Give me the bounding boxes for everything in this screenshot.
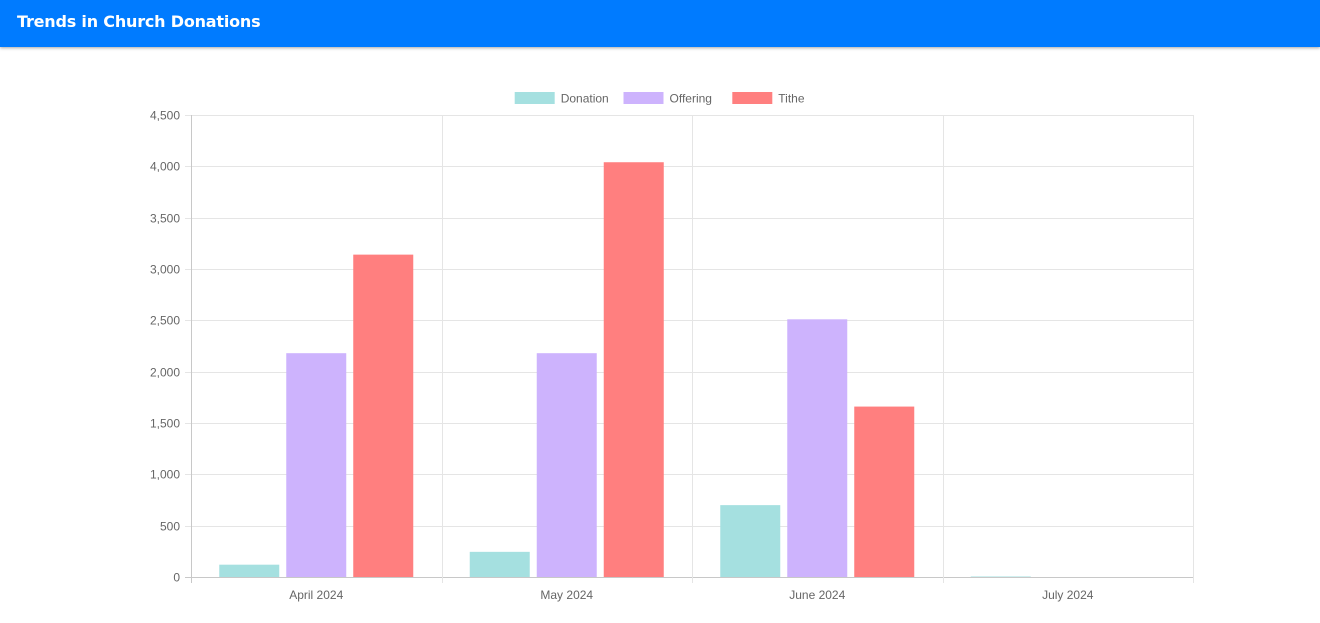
- bar-offering-1: [536, 353, 597, 577]
- x-tick-label: April 2024: [289, 588, 343, 602]
- bar-donation-2: [720, 505, 781, 577]
- y-tick-label: 1,000: [150, 468, 180, 482]
- legend-label-donation: Donation: [561, 92, 609, 106]
- legend-swatch-tithe: [732, 92, 773, 104]
- x-tick-label: June 2024: [789, 588, 845, 602]
- legend-label-offering: Offering: [670, 92, 712, 106]
- bar-tithe-1: [603, 162, 664, 577]
- x-tick-label: May 2024: [540, 588, 593, 602]
- y-tick-label: 500: [160, 520, 180, 534]
- legend-label-tithe: Tithe: [778, 92, 805, 106]
- y-tick-label: 0: [173, 571, 180, 585]
- chart-container: 0 500 1,000 1,500 2,000 2,500 3,000 3,500 4,000 4…: [0, 47, 1320, 618]
- bar-donation-0: [219, 564, 280, 577]
- bar-tithe-0: [353, 254, 414, 578]
- x-tick-label: July 2024: [1042, 588, 1094, 602]
- bar-offering-2: [787, 319, 848, 577]
- y-tick-label: 2,000: [150, 366, 180, 380]
- page-header: Trends in Church Donations: [0, 0, 1320, 47]
- bar-chart: 0 500 1,000 1,500 2,000 2,500 3,000 3,500 4,000 4…: [150, 92, 1194, 602]
- y-tick-label: 3,000: [150, 263, 180, 277]
- bar-offering-0: [286, 353, 347, 577]
- y-tick-label: 2,500: [150, 314, 180, 328]
- y-tick-label: 1,500: [150, 417, 180, 431]
- legend-swatch-donation: [514, 92, 555, 104]
- page-title: Trends in Church Donations: [17, 12, 261, 31]
- bar-tithe-2: [854, 406, 915, 577]
- legend-swatch-offering: [623, 92, 664, 104]
- bar-donation-1: [469, 551, 530, 577]
- bar-donation-3: [970, 576, 1031, 577]
- y-tick-label: 3,500: [150, 212, 180, 226]
- y-tick-label: 4,000: [150, 160, 180, 174]
- y-tick-label: 4,500: [150, 109, 180, 123]
